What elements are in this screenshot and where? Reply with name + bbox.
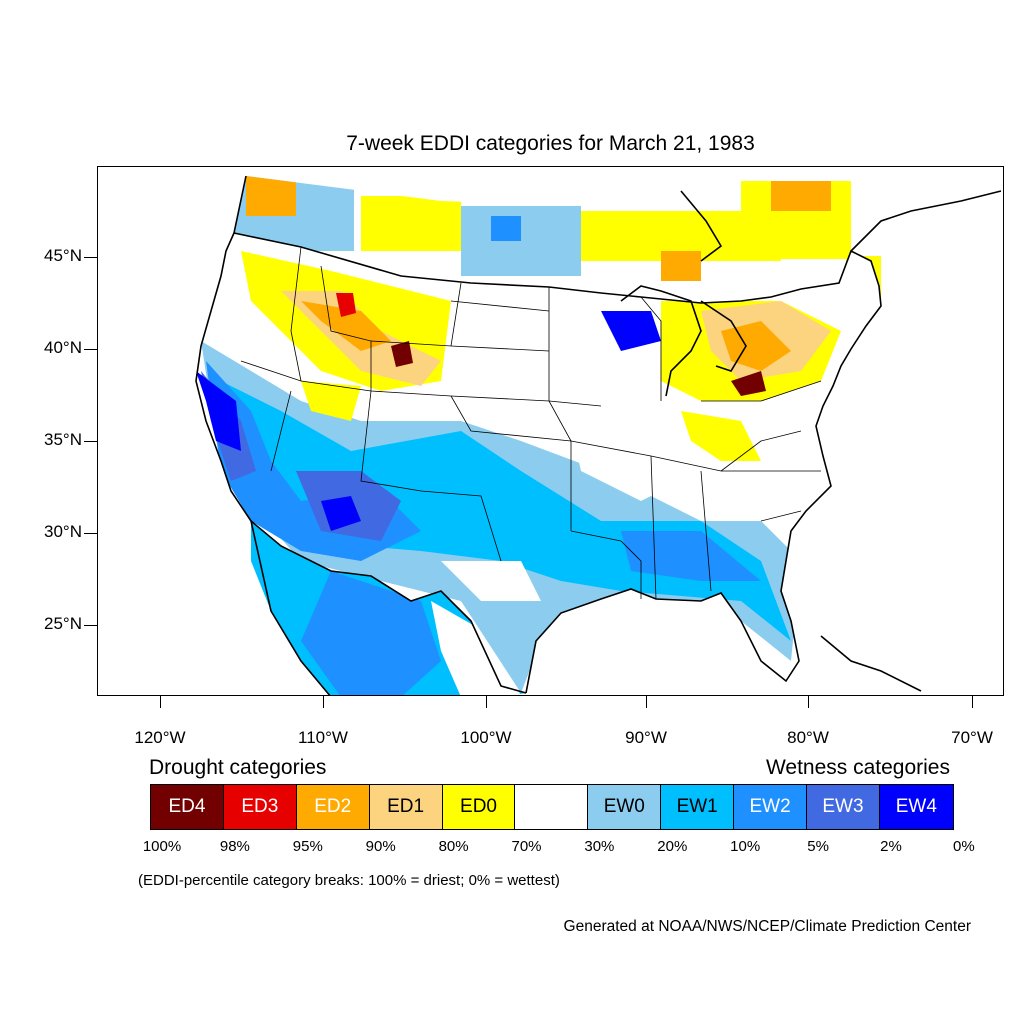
lon-label: 120°W [134,728,186,747]
legend-box-ew2: EW2 [734,785,808,829]
map-canvas [195,175,1003,695]
lat-label: 25°N [44,614,82,633]
lon-tick [486,696,487,708]
category-note: (EDDI-percentile category breaks: 100% =… [138,872,560,889]
legend-box-ed1: ED1 [369,785,443,829]
percent-break-label: 90% [365,838,396,855]
percent-break-label: 70% [511,838,542,855]
lon-label: 110°W [298,728,348,747]
lat-tick [84,533,97,534]
percent-break-label: 100% [142,838,182,855]
legend-box-ed3: ED3 [223,785,297,829]
lon-tick [646,696,647,708]
lat-tick [84,441,97,442]
percent-break-label: 98% [219,838,250,855]
percent-break-label: 5% [807,838,829,855]
state-borders [240,246,822,600]
lat-label: 40°N [44,338,82,357]
lat-label: 35°N [44,430,82,449]
legend-box-ew0: EW0 [588,785,662,829]
lon-tick [323,696,324,708]
lon-tick [808,696,809,708]
eddi-map [97,166,1004,696]
lon-label: 100°W [460,728,512,747]
map-title: 7-week EDDI categories for March 21, 198… [346,132,755,155]
legend-box-neutral [515,785,589,829]
legend-box-ew3: EW3 [807,785,880,829]
lat-tick [84,349,97,350]
credit-line: Generated at NOAA/NWS/NCEP/Climate Predi… [563,918,971,935]
legend-box-ed4: ED4 [151,785,224,829]
conus-fill [196,233,881,693]
percent-break-label: 10% [730,838,761,855]
percent-break-label: 80% [438,838,469,855]
lat-label: 45°N [44,246,82,265]
percent-break-label: 2% [880,838,902,855]
lat-label: 30°N [44,522,82,541]
wetness-categories-title: Wetness categories [765,756,950,779]
drought-categories-title: Drought categories [149,756,327,779]
legend-box-ed0: ED0 [442,785,516,829]
percent-break-label: 0% [953,838,975,855]
lat-tick [84,625,97,626]
lon-label: 80°W [787,728,829,747]
lon-tick [972,696,973,708]
color-legend: ED4 ED3 ED2 ED1 ED0 EW0 EW1 EW2 EW3 EW4 [150,784,954,830]
lon-label: 70°W [951,728,993,747]
legend-box-ew4: EW4 [879,785,953,829]
percent-break-label: 20% [657,838,688,855]
percent-break-label: 95% [292,838,323,855]
lon-tick [160,696,161,708]
lat-tick [84,257,97,258]
lon-label: 90°W [625,728,667,747]
percent-break-label: 30% [584,838,615,855]
coastlines [195,175,1002,695]
legend-box-ed2: ED2 [296,785,370,829]
legend-box-ew1: EW1 [661,785,735,829]
